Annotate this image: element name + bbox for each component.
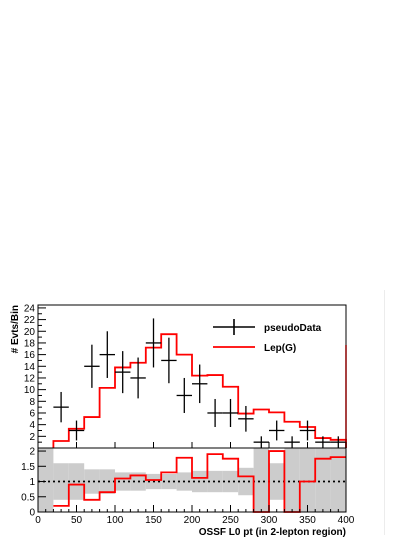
ratio-x-tick-label: 300 xyxy=(261,515,278,526)
main-y-axis-title: # Evts/Bin xyxy=(10,305,21,353)
main-y-tick-label: 16 xyxy=(24,350,36,361)
ratio-band-underflow xyxy=(38,448,54,512)
ratio-uncertainty-band xyxy=(315,448,331,512)
ratio-uncertainty-band xyxy=(269,463,285,500)
main-y-tick-label: 2 xyxy=(29,432,35,443)
main-y-tick-label: 8 xyxy=(29,397,35,408)
ratio-uncertainty-band xyxy=(53,463,69,500)
ratio-x-tick-label: 150 xyxy=(145,515,162,526)
ratio-uncertainty-band xyxy=(222,470,239,493)
x-axis-title: OSSF L0 pt (in 2-lepton region) xyxy=(199,527,346,537)
ratio-uncertainty-band xyxy=(253,448,269,512)
legend-lep-g-label: Lep(G) xyxy=(264,343,296,354)
ratio-uncertainty-band xyxy=(284,448,300,512)
main-y-tick-label: 20 xyxy=(24,327,36,338)
main-y-tick-label: 22 xyxy=(24,315,36,326)
main-y-tick-label: 4 xyxy=(29,420,35,431)
ratio-y-tick-label: 1.5 xyxy=(21,462,35,473)
ratio-x-tick-label: 250 xyxy=(222,515,239,526)
main-y-tick-label: 14 xyxy=(24,362,36,373)
ratio-x-tick-label: 50 xyxy=(71,515,83,526)
main-y-tick-label: 10 xyxy=(24,385,36,396)
main-y-tick-label: 18 xyxy=(24,338,36,349)
ratio-uncertainty-band xyxy=(115,472,131,491)
ratio-y-tick-label: 1 xyxy=(29,477,35,488)
ratio-uncertainty-band xyxy=(68,463,85,500)
ratio-y-tick-label: 0.5 xyxy=(21,492,35,503)
ratio-x-tick-label: 0 xyxy=(35,515,41,526)
ratio-uncertainty-band xyxy=(207,470,223,493)
ratio-x-tick-label: 350 xyxy=(299,515,316,526)
ratio-uncertainty-band xyxy=(238,467,254,496)
ratio-uncertainty-band xyxy=(84,469,100,494)
legend: pseudoData Lep(G) xyxy=(213,319,322,354)
main-y-tick-label: 24 xyxy=(24,303,36,314)
page-divider xyxy=(384,290,385,535)
ratio-uncertainty-band xyxy=(99,469,115,494)
ratio-x-tick-label: 200 xyxy=(184,515,201,526)
ratio-y-tick-label: 0 xyxy=(29,508,35,519)
legend-pseudodata-label: pseudoData xyxy=(264,323,322,334)
ratio-uncertainty-band xyxy=(299,448,316,512)
ratio-y-tick-label: 2 xyxy=(29,447,35,458)
ratio-x-tick-label: 100 xyxy=(107,515,124,526)
ratio-uncertainty-band xyxy=(330,448,346,512)
main-y-tick-label: 6 xyxy=(29,408,35,419)
main-y-tick-label: 12 xyxy=(24,373,36,384)
ratio-x-tick-label: 400 xyxy=(338,515,355,526)
